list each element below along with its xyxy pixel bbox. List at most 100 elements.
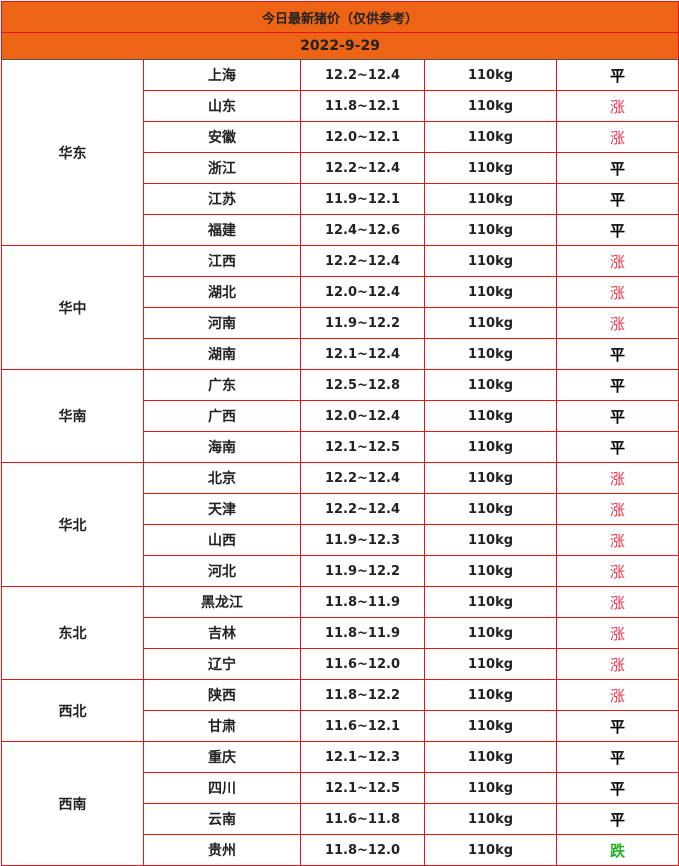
region-cell: 华东 bbox=[1, 59, 144, 246]
table-row: 河北 11.9~12.2 110kg 涨 bbox=[2, 555, 679, 587]
table-title: 今日最新猪价（仅供参考） bbox=[0, 1, 679, 33]
table-row: 山西 11.9~12.3 110kg 涨 bbox=[2, 524, 679, 556]
table-row: 贵州 11.8~12.0 110kg 跌 bbox=[2, 834, 679, 866]
province-cell: 山西 bbox=[143, 524, 301, 556]
table-row: 江苏 11.9~12.1 110kg 平 bbox=[2, 183, 679, 215]
title-row: 今日最新猪价（仅供参考） bbox=[0, 1, 679, 33]
table-row: 西南 重庆 12.1~12.3 110kg 平 bbox=[1, 741, 679, 866]
table-row: 安徽 12.0~12.1 110kg 涨 bbox=[2, 121, 679, 153]
weight-cell: 110kg bbox=[424, 679, 557, 711]
weight-cell: 110kg bbox=[424, 803, 557, 835]
price-cell: 11.6~12.0 bbox=[300, 648, 425, 680]
trend-cell: 平 bbox=[555, 710, 679, 742]
weight-cell: 110kg bbox=[424, 834, 557, 866]
province-cell: 安徽 bbox=[143, 121, 301, 153]
province-cell: 河南 bbox=[143, 307, 301, 339]
weight-cell: 110kg bbox=[424, 617, 557, 649]
price-cell: 12.2~12.4 bbox=[300, 59, 425, 91]
province-cell: 吉林 bbox=[143, 617, 301, 649]
price-cell: 12.2~12.4 bbox=[300, 493, 425, 525]
trend-cell: 平 bbox=[555, 338, 679, 370]
weight-cell: 110kg bbox=[424, 369, 557, 401]
price-cell: 12.1~12.3 bbox=[300, 741, 425, 773]
region-cell: 西南 bbox=[1, 741, 144, 866]
weight-cell: 110kg bbox=[424, 214, 557, 246]
province-cell: 广西 bbox=[143, 400, 301, 432]
price-cell: 11.8~11.9 bbox=[300, 586, 425, 618]
region-cell: 东北 bbox=[1, 586, 144, 680]
price-cell: 12.1~12.5 bbox=[300, 431, 425, 463]
price-cell: 12.2~12.4 bbox=[300, 245, 425, 277]
province-cell: 北京 bbox=[143, 462, 301, 494]
price-cell: 11.9~12.2 bbox=[300, 307, 425, 339]
province-cell: 上海 bbox=[143, 59, 301, 91]
province-cell: 贵州 bbox=[143, 834, 301, 866]
table-date: 2022-9-29 bbox=[0, 32, 679, 60]
weight-cell: 110kg bbox=[424, 462, 557, 494]
province-cell: 河北 bbox=[143, 555, 301, 587]
trend-cell: 涨 bbox=[555, 245, 679, 277]
table-row: 华南 广东 12.5~12.8 110kg 平 bbox=[1, 369, 679, 463]
province-cell: 江苏 bbox=[143, 183, 301, 215]
trend-cell: 涨 bbox=[555, 493, 679, 525]
price-cell: 11.6~11.8 bbox=[300, 803, 425, 835]
trend-cell: 平 bbox=[555, 431, 679, 463]
price-cell: 12.2~12.4 bbox=[300, 462, 425, 494]
weight-cell: 110kg bbox=[424, 307, 557, 339]
weight-cell: 110kg bbox=[424, 338, 557, 370]
price-cell: 12.1~12.4 bbox=[300, 338, 425, 370]
province-cell: 湖北 bbox=[143, 276, 301, 308]
weight-cell: 110kg bbox=[424, 710, 557, 742]
trend-cell: 平 bbox=[555, 369, 679, 401]
weight-cell: 110kg bbox=[424, 431, 557, 463]
trend-cell: 涨 bbox=[555, 524, 679, 556]
weight-cell: 110kg bbox=[424, 183, 557, 215]
province-cell: 辽宁 bbox=[143, 648, 301, 680]
price-cell: 12.4~12.6 bbox=[300, 214, 425, 246]
price-cell: 12.1~12.5 bbox=[300, 772, 425, 804]
trend-cell: 平 bbox=[555, 183, 679, 215]
trend-cell: 平 bbox=[555, 214, 679, 246]
weight-cell: 110kg bbox=[424, 772, 557, 804]
trend-cell: 涨 bbox=[555, 462, 679, 494]
table-row: 西北 陕西 11.8~12.2 110kg 涨 bbox=[1, 679, 679, 742]
trend-cell: 涨 bbox=[555, 276, 679, 308]
trend-cell: 涨 bbox=[555, 617, 679, 649]
province-cell: 山东 bbox=[143, 90, 301, 122]
price-cell: 11.9~12.2 bbox=[300, 555, 425, 587]
weight-cell: 110kg bbox=[424, 400, 557, 432]
table-row: 华东 上海 12.2~12.4 110kg 平 bbox=[1, 59, 679, 246]
weight-cell: 110kg bbox=[424, 555, 557, 587]
trend-cell: 跌 bbox=[555, 834, 679, 866]
province-cell: 广东 bbox=[143, 369, 301, 401]
weight-cell: 110kg bbox=[424, 59, 557, 91]
price-cell: 11.6~12.1 bbox=[300, 710, 425, 742]
trend-cell: 涨 bbox=[555, 90, 679, 122]
table-row: 华中 江西 12.2~12.4 110kg 涨 bbox=[1, 245, 679, 370]
province-cell: 甘肃 bbox=[143, 710, 301, 742]
trend-cell: 平 bbox=[555, 400, 679, 432]
region-cell: 西北 bbox=[1, 679, 144, 742]
price-cell: 12.2~12.4 bbox=[300, 152, 425, 184]
table-row: 浙江 12.2~12.4 110kg 平 bbox=[2, 152, 679, 184]
price-cell: 12.5~12.8 bbox=[300, 369, 425, 401]
table-row: 湖北 12.0~12.4 110kg 涨 bbox=[2, 276, 679, 308]
trend-cell: 涨 bbox=[555, 586, 679, 618]
trend-cell: 平 bbox=[555, 741, 679, 773]
trend-cell: 涨 bbox=[555, 555, 679, 587]
region-cell: 华南 bbox=[1, 369, 144, 463]
weight-cell: 110kg bbox=[424, 245, 557, 277]
table-row: 云南 11.6~11.8 110kg 平 bbox=[2, 803, 679, 835]
table-row: 甘肃 11.6~12.1 110kg 平 bbox=[2, 710, 679, 742]
price-cell: 11.8~12.2 bbox=[300, 679, 425, 711]
trend-cell: 平 bbox=[555, 59, 679, 91]
price-cell: 11.8~12.0 bbox=[300, 834, 425, 866]
region-cell: 华中 bbox=[1, 245, 144, 370]
trend-cell: 平 bbox=[555, 772, 679, 804]
price-cell: 11.9~12.3 bbox=[300, 524, 425, 556]
province-cell: 浙江 bbox=[143, 152, 301, 184]
table-row: 华北 北京 12.2~12.4 110kg 涨 bbox=[1, 462, 679, 587]
weight-cell: 110kg bbox=[424, 741, 557, 773]
weight-cell: 110kg bbox=[424, 493, 557, 525]
province-cell: 四川 bbox=[143, 772, 301, 804]
